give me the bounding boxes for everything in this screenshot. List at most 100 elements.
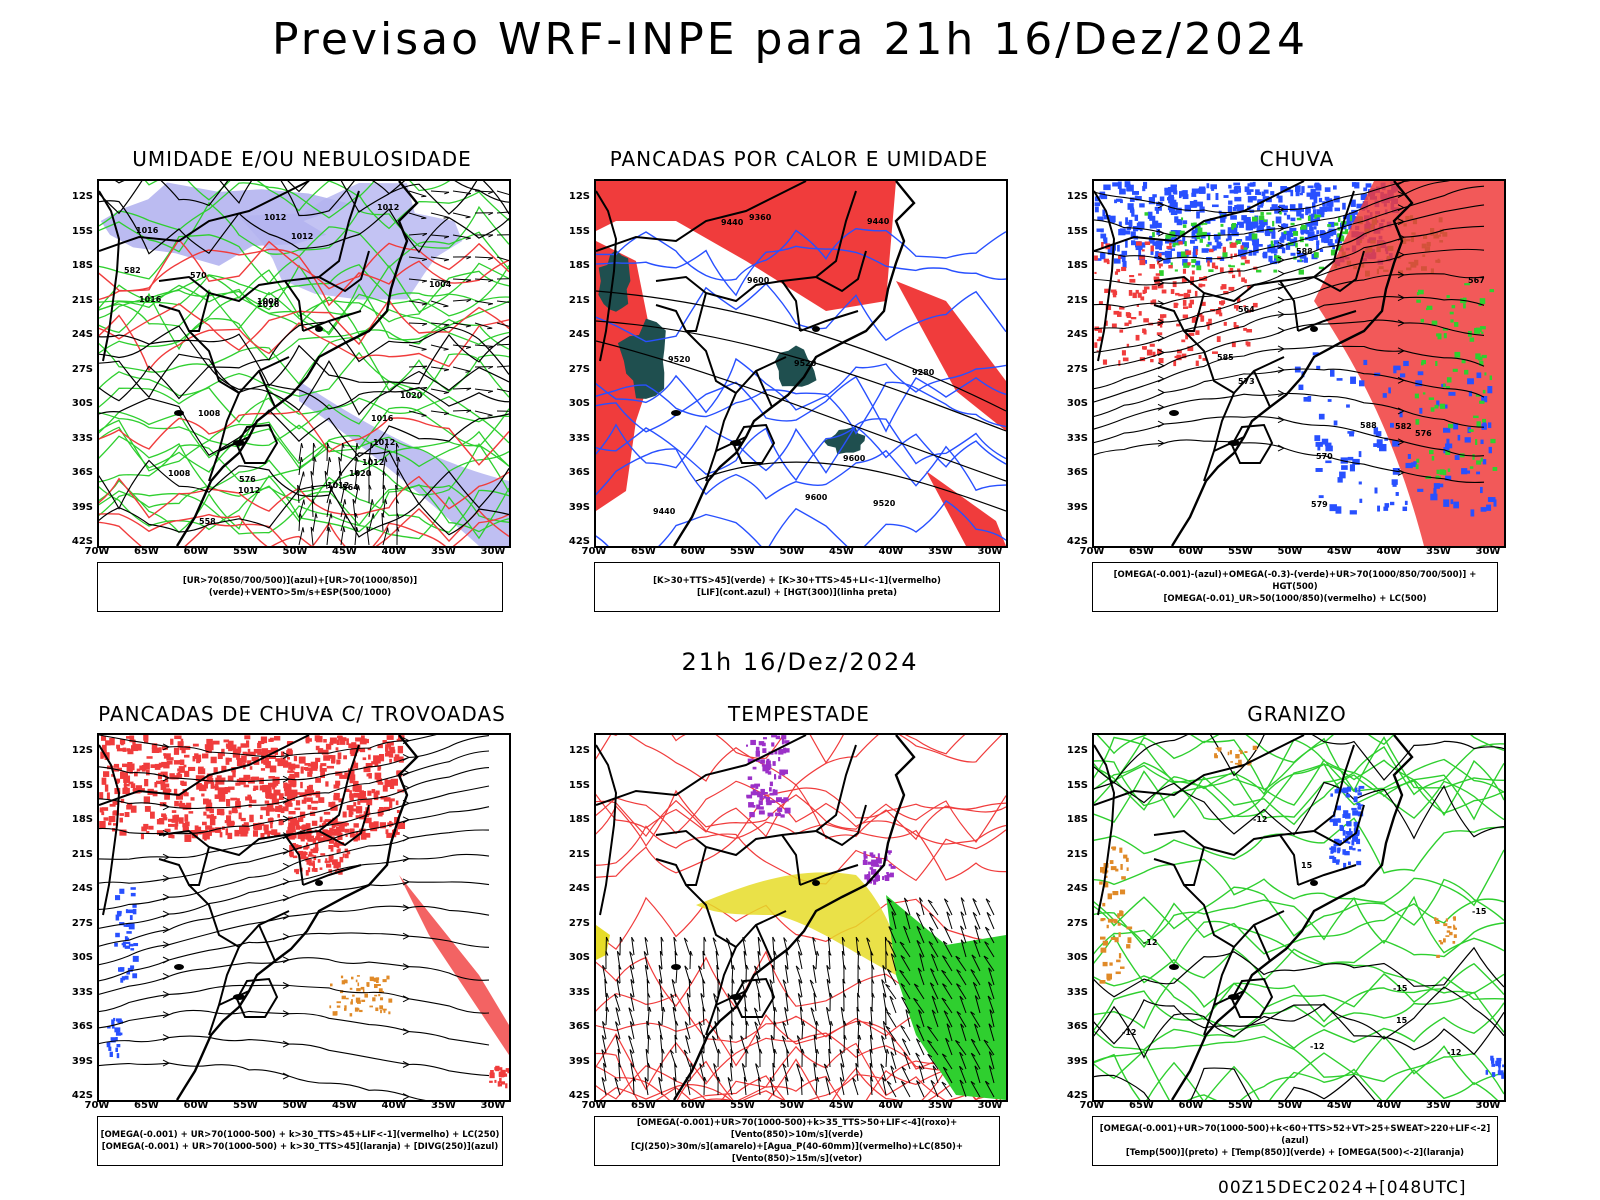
panel-title: UMIDADE E/OU NEBULOSIDADE: [132, 147, 472, 171]
contour-label: 1012: [291, 232, 313, 241]
longitude-tick: 55W: [233, 1100, 258, 1111]
contour-label: 576: [239, 475, 256, 484]
panel-title: TEMPESTADE: [728, 702, 870, 726]
longitude-tick: 35W: [928, 546, 953, 557]
latitude-tick: 27S: [568, 917, 590, 929]
contour-label: 570: [190, 271, 207, 280]
latitude-tick: 15S: [1066, 225, 1088, 237]
coastline: [672, 181, 916, 546]
latitude-tick: 15S: [71, 225, 93, 237]
contour-label: 15: [1301, 861, 1313, 870]
latitude-tick: 24S: [1066, 329, 1088, 340]
latitude-tick: 15S: [71, 779, 93, 791]
latitude-tick: 18S: [71, 814, 93, 825]
longitude-tick: 60W: [680, 1100, 706, 1111]
latitude-tick: 12S: [71, 191, 93, 202]
latitude-tick: 15S: [1066, 779, 1088, 791]
map-panel: [594, 733, 1008, 1102]
latitude-tick: 39S: [71, 501, 93, 513]
longitude-tick: 60W: [183, 1100, 209, 1111]
longitude-tick: 30W: [480, 546, 506, 557]
latitude-tick: 18S: [71, 260, 93, 271]
latitude-tick: 39S: [568, 501, 590, 513]
longitude-tick: 45W: [1327, 1100, 1352, 1111]
latitude-tick: 27S: [1066, 363, 1088, 375]
latitude-tick: 12S: [568, 191, 590, 202]
latitude-tick: 42S: [1066, 1090, 1088, 1101]
contour-label: 9440: [653, 507, 676, 516]
longitude-tick: 55W: [1228, 1100, 1253, 1111]
panel-legend: [K>30+TTS>45](verde) + [K>30+TTS>45+LI<-…: [594, 562, 1000, 612]
contour-label: 9600: [843, 454, 866, 463]
contour-label: 1020: [400, 391, 423, 400]
longitude-tick: 40W: [1376, 546, 1402, 557]
longitude-tick: 35W: [431, 1100, 456, 1111]
latitude-tick: 36S: [71, 1021, 93, 1032]
longitude-tick: 40W: [381, 546, 407, 557]
latitude-tick: 33S: [568, 986, 590, 998]
contour-label: 1012: [377, 203, 399, 212]
latitude-tick: 33S: [568, 432, 590, 444]
latitude-tick: 24S: [71, 329, 93, 340]
latitude-tick: 33S: [1066, 432, 1088, 444]
latitude-tick: 42S: [568, 536, 590, 547]
latitude-tick: 36S: [1066, 1021, 1088, 1032]
longitude-tick: 50W: [282, 1100, 308, 1111]
legend-line: [LIF](cont.azul) + [HGT(300)](linha pret…: [696, 588, 898, 598]
latitude-tick: 27S: [71, 917, 93, 929]
contour-label: 1016: [139, 295, 162, 304]
latitude-tick: 42S: [71, 536, 93, 547]
contour-label: -12: [1310, 1042, 1324, 1051]
longitude-tick: 45W: [1327, 546, 1352, 557]
latitude-tick: 36S: [71, 467, 93, 478]
longitude-tick: 70W: [84, 1100, 110, 1111]
coastline: [175, 735, 419, 1100]
latitude-tick: 39S: [71, 1055, 93, 1067]
longitude-tick: 65W: [631, 1100, 656, 1111]
contour-label: 1020: [349, 469, 372, 478]
map-canvas: [596, 735, 1006, 1100]
longitude-tick: 40W: [381, 1100, 407, 1111]
panel-legend: [OMEGA(-0.001) + UR>70(1000-500) + k>30_…: [97, 1116, 503, 1166]
latitude-tick: 12S: [71, 745, 93, 756]
longitude-tick: 40W: [878, 546, 904, 557]
legend-line: [Temp(500)](preto) + [Temp(850)](verde) …: [1125, 1148, 1465, 1158]
longitude-tick: 60W: [183, 546, 209, 557]
longitude-tick: 70W: [581, 546, 607, 557]
longitude-tick: 60W: [1178, 1100, 1204, 1111]
forecast-time: 21h 16/Dez/2024: [681, 648, 919, 676]
latitude-tick: 27S: [568, 363, 590, 375]
latitude-tick: 27S: [71, 363, 93, 375]
longitude-tick: 30W: [977, 546, 1003, 557]
map-canvas: -12 -12 -12 -12 -12 -15 -15 15 15: [1094, 735, 1504, 1100]
contour-label: 558: [199, 517, 216, 526]
contour-label: 585: [1217, 353, 1234, 362]
contour-label: 1012: [238, 486, 260, 495]
latitude-tick: 39S: [568, 1055, 590, 1067]
latitude-tick: 24S: [568, 883, 590, 894]
contour-label: 1008: [257, 297, 280, 306]
contour-label: 588: [1296, 247, 1313, 256]
legend-line: [OMEGA(-0.001)+UR>70(1000-500)+k>35_TTS>…: [636, 1118, 958, 1140]
contour-label: 582: [124, 266, 141, 275]
contour-label: 9520: [668, 355, 691, 364]
latitude-tick: 33S: [1066, 986, 1088, 998]
contour-label: 588: [1360, 421, 1377, 430]
run-code: 00Z15DEC2024+[048UTC]: [1218, 1178, 1467, 1198]
longitude-tick: 40W: [878, 1100, 904, 1111]
latitude-tick: 27S: [1066, 917, 1088, 929]
contour-label: 567: [1468, 276, 1485, 285]
longitude-tick: 50W: [1277, 546, 1303, 557]
contour-label: 9440: [867, 217, 890, 226]
map-panel: 9600 9600 9520 9520 9440 9520 9440 9600 9440 9360…: [594, 179, 1008, 548]
contour-label: 9520: [794, 359, 817, 368]
legend-line: [OMEGA(-0.001) + UR>70(1000-500) + k>30_…: [101, 1142, 499, 1152]
panel-title: PANCADAS DE CHUVA C/ TROVOADAS: [98, 702, 506, 726]
longitude-tick: 70W: [84, 546, 110, 557]
legend-line: [OMEGA(-0.001)+UR>70(1000-500)+k<60+TTS>…: [1099, 1124, 1491, 1146]
panel-legend: [OMEGA(-0.001)+UR>70(1000-500)+k<60+TTS>…: [1092, 1116, 1498, 1166]
panel-legend: [OMEGA(-0.001)-(azul)+OMEGA(-0.3)-(verde…: [1092, 562, 1498, 612]
longitude-tick: 30W: [480, 1100, 506, 1111]
longitude-tick: 65W: [631, 546, 656, 557]
longitude-tick: 50W: [282, 546, 308, 557]
